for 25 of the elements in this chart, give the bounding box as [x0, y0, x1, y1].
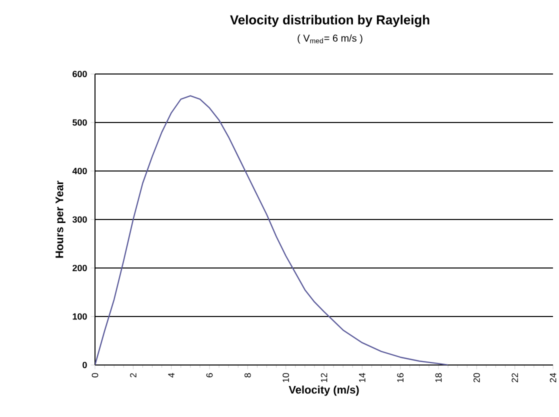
- x-tick-label: 22: [512, 373, 518, 382]
- x-tick-label: 18: [435, 373, 442, 382]
- x-tick-label: 6: [206, 373, 213, 378]
- chart-title: Velocity distribution by Rayleigh: [230, 14, 430, 28]
- x-tick-label: 2: [130, 373, 136, 378]
- y-tick-label: 100: [72, 313, 87, 320]
- y-tick-label: 0: [82, 362, 87, 368]
- x-tick-label: 24: [550, 373, 556, 382]
- x-tick-label: 20: [473, 373, 480, 382]
- y-tick-label: 600: [72, 70, 87, 78]
- x-tick-label: 4: [168, 373, 174, 378]
- x-axis-title: Velocity (m/s): [288, 386, 359, 396]
- x-tick-label: 16: [397, 373, 404, 382]
- y-tick-label: 500: [72, 119, 87, 126]
- y-axis-title: Hours per Year: [56, 180, 66, 258]
- chart-subtitle: ( V$_{med}$= 6 m/s ): [298, 34, 362, 44]
- y-tick-label: 400: [72, 168, 87, 174]
- x-tick-label: 0: [92, 373, 98, 378]
- y-tick-label: 200: [72, 264, 87, 272]
- x-tick-label: 8: [244, 373, 251, 378]
- y-tick-label: 300: [72, 216, 87, 223]
- line-series: [95, 95, 449, 365]
- x-tick-label: 14: [359, 373, 366, 382]
- x-tick-label: 12: [320, 373, 328, 382]
- x-tick-label: 10: [282, 373, 290, 382]
